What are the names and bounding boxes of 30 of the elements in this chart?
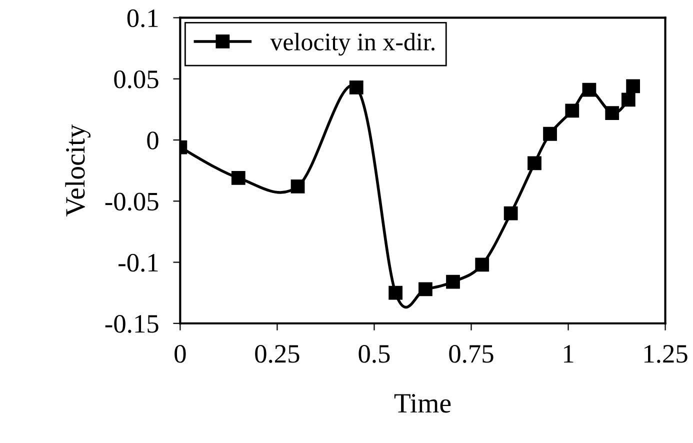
- point: [605, 106, 620, 120]
- point: [543, 126, 557, 141]
- y-tick-label: -0.1: [118, 254, 158, 272]
- x-tick-label: 1.25: [644, 345, 688, 363]
- point: [528, 156, 542, 170]
- x-tick-label: 0.25: [255, 344, 300, 363]
- point: [446, 274, 460, 289]
- point: [621, 92, 636, 107]
- y-tick-label: 0.05: [114, 70, 158, 88]
- x-tick-label: 0.75: [449, 344, 494, 363]
- point: [388, 286, 403, 300]
- point: [290, 180, 305, 194]
- point: [565, 104, 580, 118]
- point: [626, 79, 640, 94]
- x-tick-label: 1: [564, 345, 574, 363]
- point: [582, 82, 596, 97]
- y-tick-label: 0.1: [127, 9, 158, 28]
- point: [418, 282, 432, 296]
- x-tick-label: 0.5: [358, 344, 390, 363]
- point: [475, 258, 490, 272]
- x-tick-label: 0: [174, 344, 186, 363]
- point: [231, 170, 246, 185]
- legend-label: velocity in x-dir.: [270, 32, 434, 56]
- y-tick-label: 0: [147, 132, 158, 150]
- y-axis-title: Velocity: [65, 124, 90, 217]
- y-tick-label: -0.15: [105, 314, 158, 333]
- point: [349, 80, 364, 94]
- x-axis-title: Time: [394, 394, 451, 413]
- point: [504, 206, 518, 220]
- y-tick-label: -0.05: [105, 192, 158, 211]
